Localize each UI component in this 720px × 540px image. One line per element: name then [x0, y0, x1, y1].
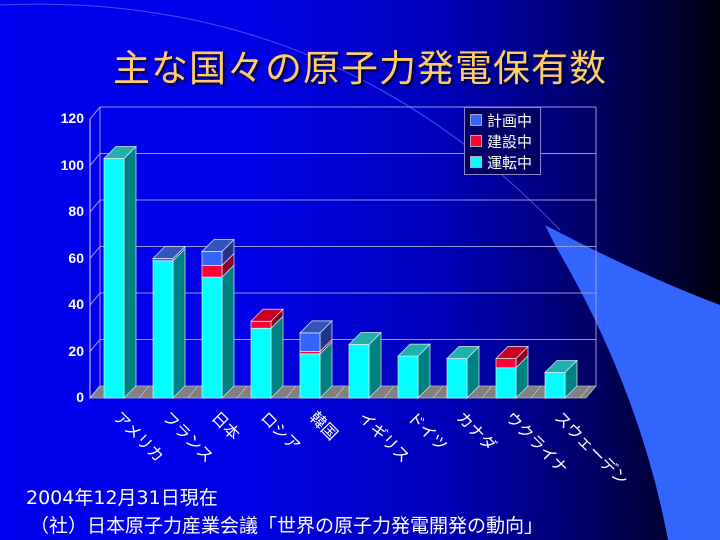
bar-segment: [201, 276, 223, 399]
floor-divider: [187, 385, 199, 399]
bar-segment: [544, 372, 566, 399]
legend-item-construction: 建設中: [470, 131, 532, 151]
y-tick: [89, 199, 101, 213]
chart-legend: 計画中 建設中 運転中: [464, 107, 541, 175]
y-tick: [89, 106, 101, 120]
bar-side: [172, 247, 186, 399]
bar-segment: [299, 353, 321, 399]
floor-divider: [285, 385, 297, 399]
y-tick: [89, 292, 101, 306]
bar-side: [270, 315, 284, 399]
bar-top: [103, 146, 137, 159]
bar-segment: [299, 332, 321, 352]
y-tick: [89, 246, 101, 259]
floor-divider: [138, 385, 150, 399]
floor-divider: [383, 385, 395, 399]
bar-segment: [397, 355, 419, 399]
bar-segment: [495, 358, 517, 369]
y-tick-label: 80: [68, 203, 84, 219]
floor-divider: [530, 385, 542, 399]
bar-segment: [446, 358, 468, 399]
y-tick-label: 0: [76, 389, 84, 405]
bar-segment: [250, 320, 272, 329]
y-tick-label: 20: [68, 342, 84, 359]
bar-segment: [250, 327, 272, 399]
bar-top: [152, 246, 186, 259]
legend-item-planned: 計画中: [470, 110, 532, 130]
y-tick: [89, 339, 101, 352]
bar-segment: [495, 367, 517, 399]
y-tick-label: 100: [60, 156, 84, 173]
bar-segment: [201, 265, 223, 278]
bar-top: [544, 360, 578, 373]
floor-divider: [89, 385, 101, 399]
floor-divider: [334, 385, 346, 399]
bar-side: [221, 264, 235, 399]
floor-divider: [432, 385, 444, 399]
footer-date: 2004年12月31日現在: [26, 487, 218, 509]
bar-top: [250, 308, 284, 322]
legend-swatch-operating: [470, 156, 482, 168]
bar-side: [123, 145, 137, 399]
footer-source: （社）日本原子力産業会議「世界の原子力発電開発の動向」: [30, 515, 544, 537]
bar-top: [397, 343, 431, 357]
slide-title: 主な国々の原子力発電保有数: [113, 47, 607, 90]
bar-top: [495, 346, 529, 359]
bar-top: [299, 320, 333, 334]
legend-label-operating: 運転中: [487, 153, 533, 172]
decorative-light-band: [545, 225, 720, 540]
y-tick-label: 60: [68, 249, 84, 266]
legend-item-operating: 運転中: [470, 152, 532, 172]
floor-divider: [579, 385, 591, 399]
legend-swatch-construction: [470, 135, 482, 147]
y-tick-label: 120: [60, 110, 84, 126]
bar-segment: [201, 251, 223, 266]
floor-divider: [236, 385, 248, 399]
bar-segment: [103, 158, 125, 399]
bar-segment: [348, 344, 370, 399]
y-tick-label: 40: [68, 296, 84, 312]
bar-top: [446, 346, 480, 359]
legend-label-construction: 建設中: [487, 132, 533, 151]
legend-swatch-planned: [470, 114, 482, 126]
y-tick: [89, 153, 101, 166]
legend-label-planned: 計画中: [487, 111, 533, 130]
bar-top: [201, 239, 235, 252]
bar-segment: [152, 260, 174, 399]
bar-top: [348, 332, 382, 345]
floor-divider: [481, 385, 493, 399]
